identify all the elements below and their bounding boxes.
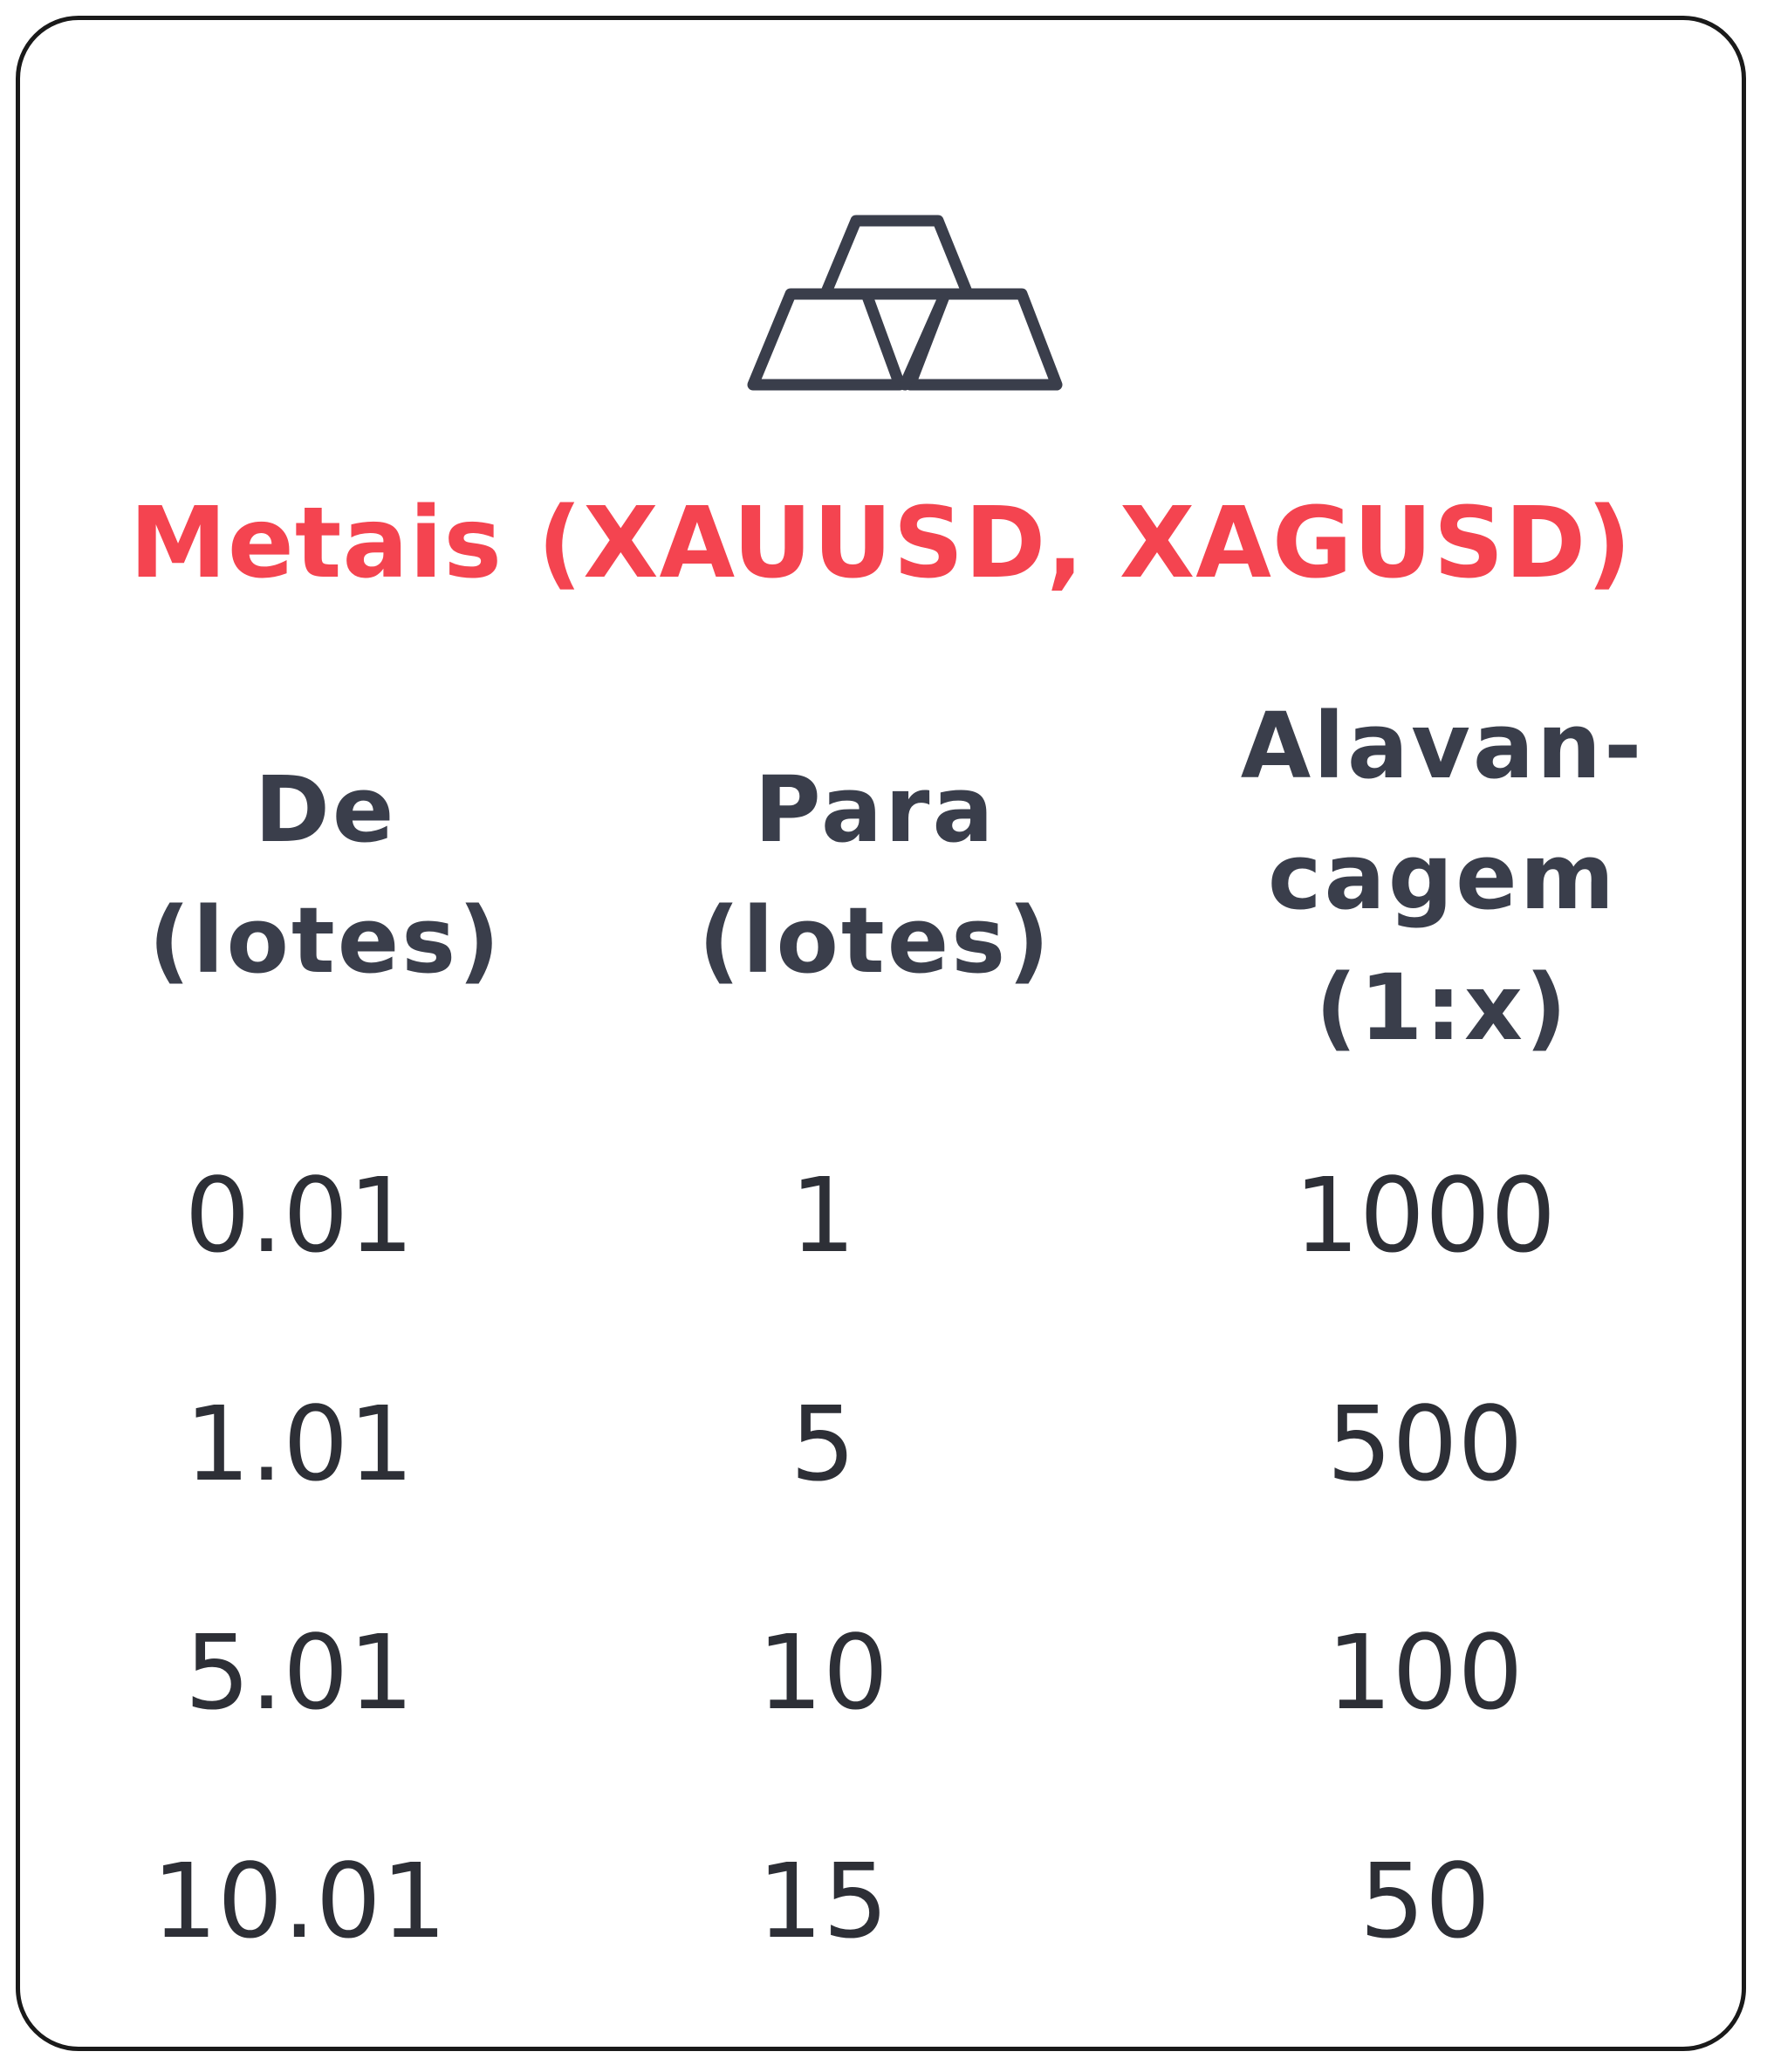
column-header-leverage-line3: (1:x) (1315, 954, 1570, 1061)
row-2-to: 5 (790, 1384, 856, 1504)
column-header-leverage: Alavan- cagem (1:x) (1181, 680, 1704, 1073)
row-2-leverage: 500 (1326, 1384, 1524, 1504)
row-1-leverage: 1000 (1293, 1155, 1557, 1275)
row-4-to: 15 (757, 1841, 889, 1961)
row-4-from: 10.01 (152, 1841, 447, 1961)
row-3-from: 5.01 (184, 1612, 414, 1733)
leverage-card: Metais (XAUUSD, XAGUSD) De (lotes) Para … (16, 16, 1746, 2051)
row-3-to: 10 (757, 1612, 889, 1733)
row-2-from: 1.01 (184, 1384, 414, 1504)
page-title: Metais (XAUUSD, XAGUSD) (129, 487, 1633, 600)
column-header-leverage-line2: cagem (1267, 824, 1618, 930)
row-4-leverage: 50 (1359, 1841, 1491, 1961)
column-header-from-line1: De (254, 756, 397, 863)
row-1-to: 1 (790, 1155, 856, 1275)
column-header-leverage-line1: Alavan- (1240, 693, 1645, 799)
row-3-leverage: 100 (1326, 1612, 1524, 1733)
gold-bars-icon (744, 203, 1067, 404)
column-header-from-line2: (lotes) (148, 887, 503, 994)
column-header-to: Para (lotes) (657, 744, 1093, 1006)
column-header-to-line2: (lotes) (698, 887, 1052, 994)
row-1-from: 0.01 (184, 1155, 414, 1275)
column-header-from: De (lotes) (107, 744, 544, 1006)
column-header-to-line1: Para (754, 756, 997, 863)
